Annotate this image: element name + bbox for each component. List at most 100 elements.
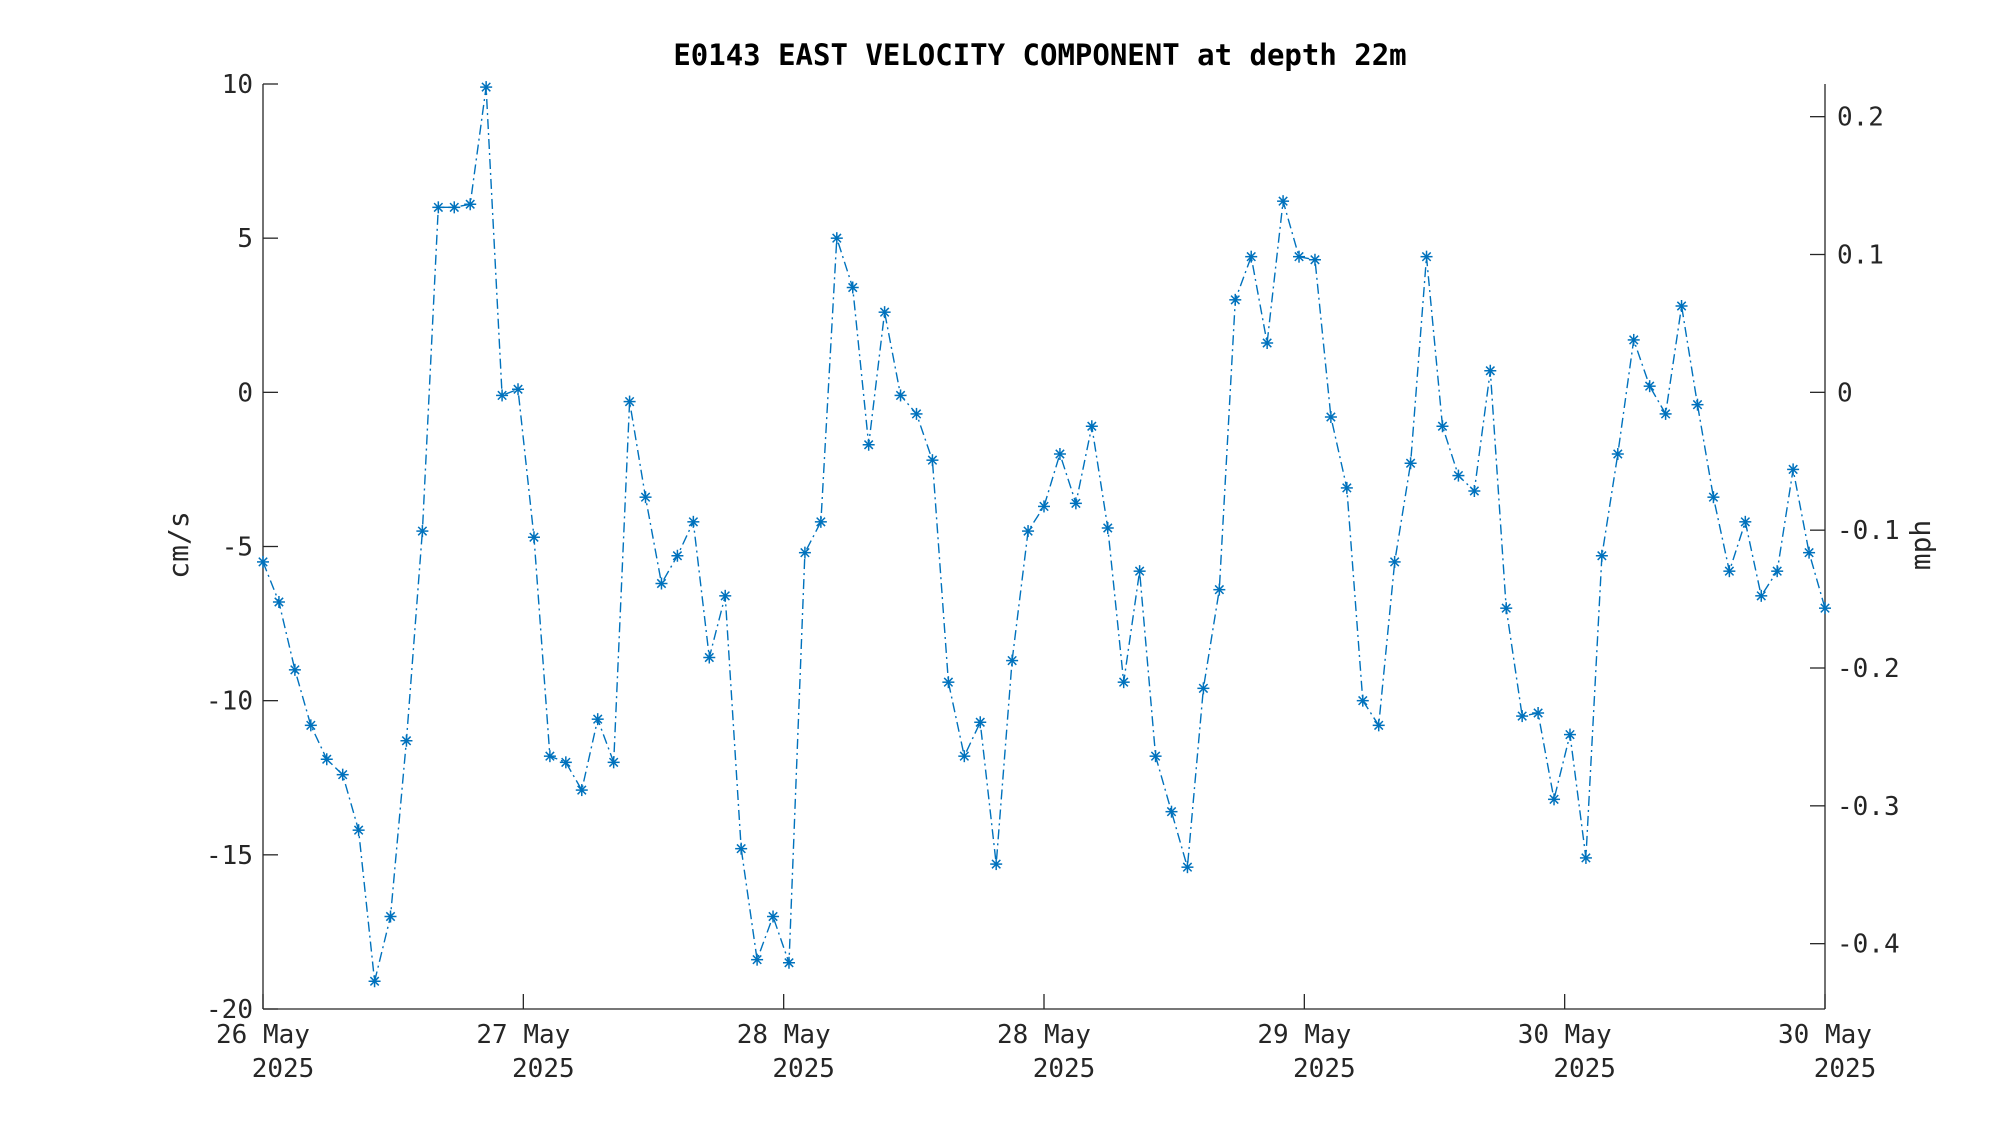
data-point-marker (751, 953, 764, 966)
data-point-marker (400, 734, 413, 747)
data-point-marker (512, 383, 525, 396)
y2-tick-label: -0.2 (1837, 654, 1900, 684)
data-point-marker (1117, 676, 1130, 689)
data-point-marker (1101, 522, 1114, 534)
x-tick-label-year: 2025 (1293, 1054, 1356, 1084)
data-point-marker (1372, 719, 1385, 732)
data-point-marker (257, 555, 269, 568)
data-point-marker (559, 756, 572, 769)
data-point-marker (384, 910, 397, 923)
data-point-marker (942, 676, 955, 689)
data-point-marker (1069, 497, 1082, 510)
data-point-marker (1420, 250, 1433, 263)
data-point-marker (1197, 682, 1210, 695)
data-point-marker (814, 515, 827, 528)
data-point-marker (767, 910, 780, 923)
data-point-marker (591, 713, 604, 726)
data-point-marker (719, 589, 732, 602)
data-point-marker (862, 438, 875, 451)
data-point-marker (1261, 337, 1274, 349)
data-point-marker (1579, 851, 1592, 864)
x-tick-label-year: 2025 (1553, 1054, 1616, 1084)
data-point-marker (607, 756, 620, 769)
data-point-marker (1133, 565, 1146, 578)
data-point-marker (1787, 463, 1800, 476)
data-point-marker (735, 842, 748, 855)
data-point-marker (1803, 546, 1816, 559)
data-point-marker (1627, 333, 1640, 346)
data-point-marker (1643, 380, 1656, 393)
data-point-marker (1468, 485, 1481, 497)
series-line (262, 87, 1826, 982)
y-axis-label: cm/s (162, 511, 195, 578)
data-point-marker (1213, 583, 1226, 596)
data-point-marker (1229, 293, 1242, 306)
data-point-marker (1611, 448, 1624, 460)
x-tick-label-year: 2025 (252, 1054, 315, 1084)
series-east-velocity (257, 81, 1831, 988)
data-point-marker (1723, 565, 1736, 578)
data-point-marker (958, 750, 971, 763)
y-tick-label: -10 (206, 687, 253, 717)
data-point-marker (1484, 364, 1497, 377)
data-point-marker (1675, 300, 1688, 312)
data-point-marker (1659, 407, 1672, 420)
left-y-axis-ticks: 10 5 0 -5 -10 -15 -20 (206, 70, 278, 1025)
data-point-marker (304, 719, 317, 732)
data-point-marker (1340, 481, 1353, 494)
data-point-marker (974, 716, 987, 729)
data-point-marker (448, 201, 461, 214)
x-tick-label-date: 29 May (1257, 1020, 1351, 1050)
data-point-marker (527, 531, 540, 544)
data-point-marker (1293, 250, 1306, 263)
x-tick-label-date: 30 May (1778, 1020, 1872, 1050)
data-point-marker (1532, 707, 1545, 719)
data-point-marker (416, 525, 429, 538)
data-point-marker (782, 956, 795, 969)
y2-tick-label: -0.4 (1837, 930, 1900, 960)
data-point-marker (639, 491, 652, 504)
y-tick-label: 0 (237, 378, 253, 408)
data-point-marker (830, 232, 843, 245)
data-point-marker (1006, 654, 1019, 667)
y2-tick-label: -0.3 (1837, 792, 1900, 822)
x-tick-label-date: 30 May (1518, 1020, 1612, 1050)
y-tick-label: -15 (206, 841, 253, 871)
x-tick-label-year: 2025 (512, 1054, 575, 1084)
right-y-axis-label: mph (1904, 520, 1937, 571)
data-point-marker (1388, 555, 1401, 568)
data-point-marker (990, 858, 1003, 871)
data-point-marker (1739, 515, 1752, 528)
data-point-marker (352, 824, 365, 837)
data-point-marker (1691, 398, 1704, 411)
data-point-marker (575, 784, 588, 797)
data-point-marker (671, 549, 684, 562)
data-point-marker (1181, 861, 1194, 874)
data-point-marker (1308, 253, 1321, 266)
data-point-marker (910, 407, 923, 420)
x-tick-label-date: 27 May (476, 1020, 570, 1050)
y2-tick-label: -0.1 (1837, 516, 1900, 546)
data-point-marker (1324, 411, 1337, 423)
y2-tick-label: 0.1 (1837, 240, 1884, 270)
data-point-marker (1548, 793, 1561, 806)
data-point-marker (1149, 750, 1162, 763)
data-point-marker (687, 515, 700, 528)
data-point-marker (464, 198, 477, 211)
data-point-marker (496, 389, 509, 402)
y-tick-label: -5 (222, 533, 253, 563)
data-point-marker (1165, 805, 1178, 818)
data-point-marker (368, 975, 381, 988)
data-point-marker (1022, 525, 1035, 538)
x-tick-label-year: 2025 (1033, 1054, 1096, 1084)
plot-axes (262, 84, 1826, 1010)
data-point-marker (1563, 728, 1576, 741)
x-tick-label-date: 28 May (997, 1020, 1091, 1050)
data-point-marker (336, 768, 349, 781)
data-point-marker (1819, 602, 1831, 615)
x-tick-label-year: 2025 (1814, 1054, 1877, 1084)
data-point-marker (703, 651, 716, 664)
data-point-marker (1356, 694, 1369, 707)
data-point-marker (1771, 565, 1784, 578)
